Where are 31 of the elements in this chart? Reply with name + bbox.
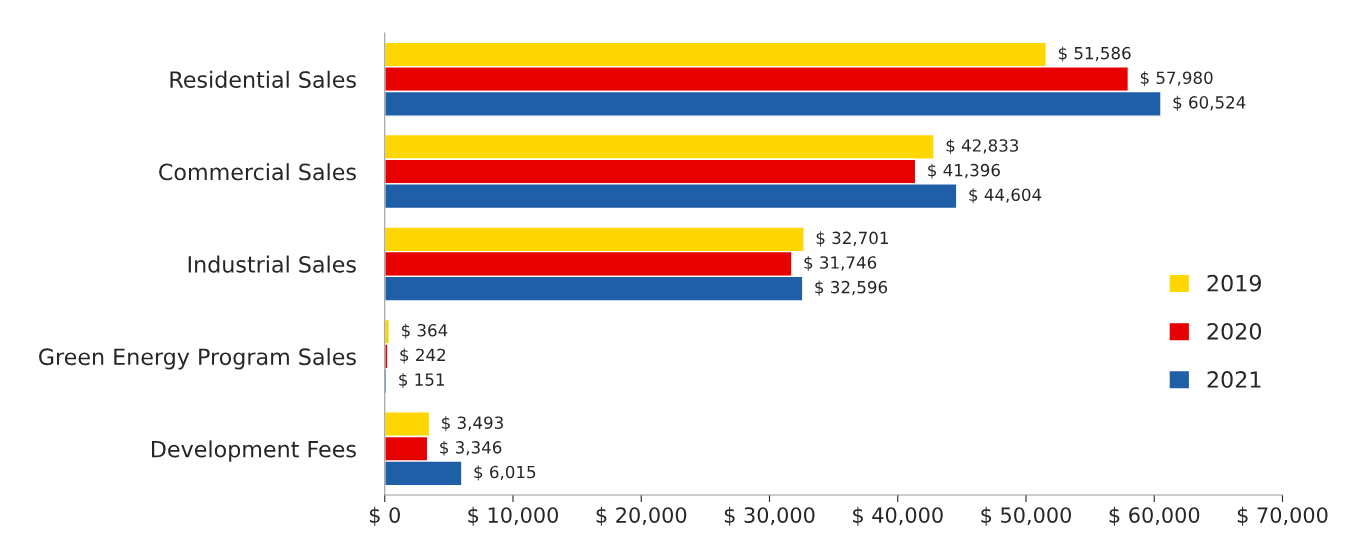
data-label: $ 151 [399,372,444,389]
data-label: $ 60,524 [1173,95,1246,111]
y-tick-label: Green Energy Program Sales [39,347,356,370]
y-tick-label: Industrial Sales [188,255,356,273]
x-tick-label: $ 60,000 [1109,506,1200,526]
data-label: $ 364 [401,323,448,339]
data-label: $ 57,980 [1140,71,1213,87]
data-label: $ 32,701 [816,231,888,247]
x-tick-label: $ 30,000 [724,506,815,526]
data-label: $ 3,346 [440,440,502,456]
x-tick-label: $ 20,000 [596,506,687,526]
data-label: $ 42,833 [946,138,1019,155]
data-label: $ 242 [400,348,446,364]
y-tick-label: Residential Sales [170,70,356,88]
data-label: $ 44,604 [969,188,1042,204]
data-label: $ 31,746 [804,255,877,272]
x-tick-label: $ 40,000 [853,506,943,526]
data-label: $ 51,586 [1058,46,1131,62]
y-tick-label: Development Fees [152,440,356,462]
data-label: $ 6,015 [474,465,536,481]
x-tick-label: $ 10,000 [468,506,558,526]
data-label: $ 32,596 [815,280,888,296]
data-label: $ 41,396 [928,163,1000,179]
y-tick-label: Commercial Sales [159,163,356,181]
legend-label: 2020 [1207,322,1262,340]
legend-label: 2021 [1207,371,1261,388]
x-tick-label: $ 70,000 [1237,506,1328,526]
legend-label: 2019 [1207,274,1261,292]
x-tick-label: $ 0 [369,506,400,526]
data-label: $ 3,493 [442,416,503,432]
x-tick-label: $ 50,000 [981,506,1071,526]
